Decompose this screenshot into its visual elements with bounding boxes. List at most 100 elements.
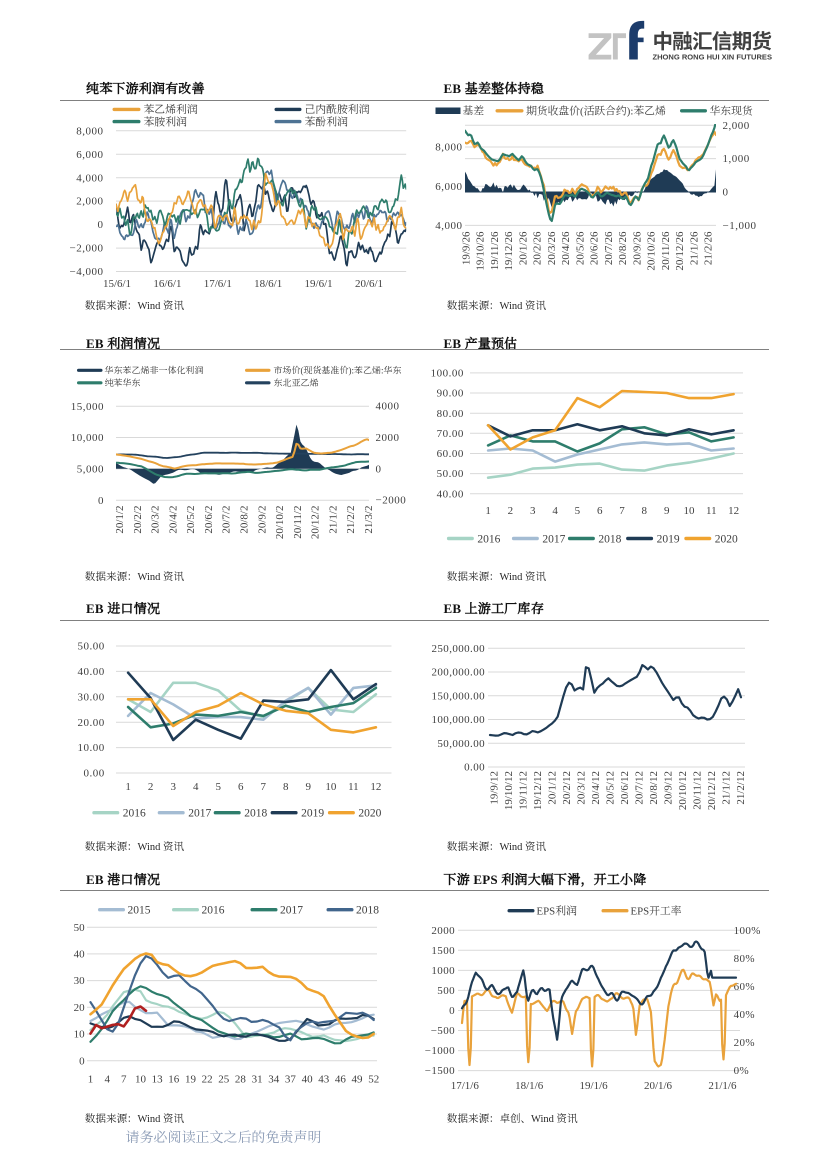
- svg-text:11: 11: [706, 502, 717, 518]
- svg-text:4,000: 4,000: [435, 217, 462, 233]
- svg-text:6,000: 6,000: [435, 178, 462, 194]
- svg-text:20/3/2: 20/3/2: [147, 506, 163, 534]
- svg-text:20/1/12: 20/1/12: [543, 771, 559, 805]
- svg-text:19/6/1: 19/6/1: [305, 275, 333, 291]
- svg-text:100,000.00: 100,000.00: [432, 711, 486, 727]
- svg-text:19/12/12: 19/12/12: [529, 771, 545, 810]
- svg-text:40.00: 40.00: [437, 485, 464, 501]
- svg-text:4: 4: [552, 502, 558, 518]
- svg-text:5,000: 5,000: [77, 461, 104, 477]
- svg-text:17/6/1: 17/6/1: [204, 275, 232, 291]
- svg-text:40: 40: [74, 946, 86, 962]
- svg-text:100%: 100%: [734, 922, 761, 938]
- svg-text:2020: 2020: [358, 805, 381, 821]
- svg-text:4: 4: [104, 1070, 110, 1086]
- svg-text:9: 9: [306, 778, 312, 794]
- svg-text:20/4/26: 20/4/26: [557, 231, 573, 265]
- svg-text:2,000: 2,000: [76, 193, 103, 209]
- svg-text:1: 1: [485, 502, 491, 518]
- svg-text:12: 12: [728, 502, 739, 518]
- svg-text:20/6/2: 20/6/2: [200, 506, 216, 534]
- svg-text:19/10/26: 19/10/26: [472, 231, 488, 271]
- svg-text:1500: 1500: [431, 942, 455, 958]
- svg-text:20/10/26: 20/10/26: [643, 231, 659, 271]
- svg-text:20/9/26: 20/9/26: [628, 231, 644, 265]
- svg-text:2000: 2000: [431, 922, 455, 938]
- svg-text:50: 50: [74, 919, 86, 935]
- svg-text:20/12/12: 20/12/12: [703, 771, 719, 810]
- svg-text:21/1/12: 21/1/12: [717, 771, 733, 805]
- svg-text:20/6/26: 20/6/26: [586, 231, 602, 265]
- svg-text:19/12/26: 19/12/26: [500, 231, 516, 271]
- svg-text:200,000.00: 200,000.00: [432, 664, 486, 680]
- svg-text:19/9/12: 19/9/12: [485, 771, 501, 805]
- svg-text:20/7/26: 20/7/26: [600, 231, 616, 265]
- svg-text:1: 1: [125, 778, 131, 794]
- svg-text:31: 31: [252, 1070, 263, 1086]
- svg-text:50.00: 50.00: [437, 465, 464, 481]
- svg-text:19/11/26: 19/11/26: [486, 231, 502, 270]
- svg-text:2: 2: [508, 502, 514, 518]
- svg-text:60%: 60%: [734, 978, 755, 994]
- svg-text:60.00: 60.00: [437, 445, 464, 461]
- svg-text:11: 11: [348, 778, 359, 794]
- svg-text:−1500: −1500: [425, 1062, 455, 1078]
- svg-text:华东现货: 华东现货: [710, 104, 753, 119]
- svg-text:−1,000: −1,000: [723, 217, 757, 233]
- svg-text:20/7/2: 20/7/2: [218, 506, 234, 534]
- svg-text:6,000: 6,000: [76, 146, 103, 162]
- svg-text:2015: 2015: [128, 902, 151, 918]
- svg-text:纯苯华东: 纯苯华东: [105, 376, 141, 389]
- svg-text:−500: −500: [431, 1022, 455, 1038]
- svg-text:1: 1: [88, 1070, 94, 1086]
- svg-text:4,000: 4,000: [76, 169, 103, 185]
- svg-text:东北亚乙烯: 东北亚乙烯: [274, 376, 319, 389]
- svg-text:2000: 2000: [376, 429, 400, 445]
- svg-text:52: 52: [368, 1070, 379, 1086]
- svg-text:21/1/6: 21/1/6: [708, 1077, 737, 1093]
- svg-text:18/6/1: 18/6/1: [254, 275, 282, 291]
- svg-text:1000: 1000: [431, 962, 455, 978]
- svg-text:22: 22: [202, 1070, 213, 1086]
- svg-text:17/1/6: 17/1/6: [451, 1077, 480, 1093]
- svg-text:21/2/2: 21/2/2: [342, 506, 358, 534]
- svg-text:苯乙烯利润: 苯乙烯利润: [144, 102, 198, 117]
- svg-text:37: 37: [285, 1070, 297, 1086]
- svg-text:20/5/26: 20/5/26: [571, 231, 587, 265]
- svg-text:2016: 2016: [202, 902, 225, 918]
- svg-text:13: 13: [152, 1070, 164, 1086]
- svg-text:8: 8: [283, 778, 289, 794]
- svg-text:2017: 2017: [542, 530, 565, 546]
- svg-text:0: 0: [449, 1002, 455, 1018]
- svg-text:EPS开工率: EPS开工率: [631, 904, 682, 919]
- svg-text:10,000: 10,000: [71, 429, 104, 445]
- svg-text:0: 0: [376, 460, 382, 476]
- svg-text:20/1/2: 20/1/2: [111, 506, 127, 534]
- svg-text:40%: 40%: [734, 1006, 755, 1022]
- svg-text:40: 40: [302, 1070, 314, 1086]
- svg-text:15/6/1: 15/6/1: [103, 275, 131, 291]
- svg-text:20/2/2: 20/2/2: [129, 506, 145, 534]
- svg-text:2019: 2019: [657, 530, 680, 546]
- svg-text:苯酚利润: 苯酚利润: [305, 114, 348, 129]
- svg-text:20/1/26: 20/1/26: [514, 231, 530, 265]
- svg-text:500: 500: [437, 982, 455, 998]
- svg-text:20/5/12: 20/5/12: [601, 771, 617, 805]
- svg-text:EPS利润: EPS利润: [537, 904, 577, 919]
- svg-text:12: 12: [370, 778, 381, 794]
- svg-text:0%: 0%: [734, 1062, 749, 1078]
- svg-text:苯胺利润: 苯胺利润: [144, 114, 187, 129]
- svg-text:80.00: 80.00: [437, 405, 464, 421]
- svg-text:3: 3: [530, 502, 536, 518]
- svg-text:100.00: 100.00: [431, 365, 464, 381]
- svg-text:80%: 80%: [734, 950, 755, 966]
- svg-text:2017: 2017: [188, 805, 211, 821]
- svg-text:50,000.00: 50,000.00: [437, 735, 485, 751]
- svg-text:己内酰胺利润: 己内酰胺利润: [305, 102, 370, 117]
- svg-text:19/1/6: 19/1/6: [580, 1077, 609, 1093]
- svg-text:20/3/12: 20/3/12: [572, 771, 588, 805]
- svg-text:20.00: 20.00: [78, 714, 105, 730]
- svg-text:7: 7: [261, 778, 267, 794]
- svg-text:20/8/26: 20/8/26: [614, 231, 630, 265]
- svg-text:43: 43: [318, 1070, 330, 1086]
